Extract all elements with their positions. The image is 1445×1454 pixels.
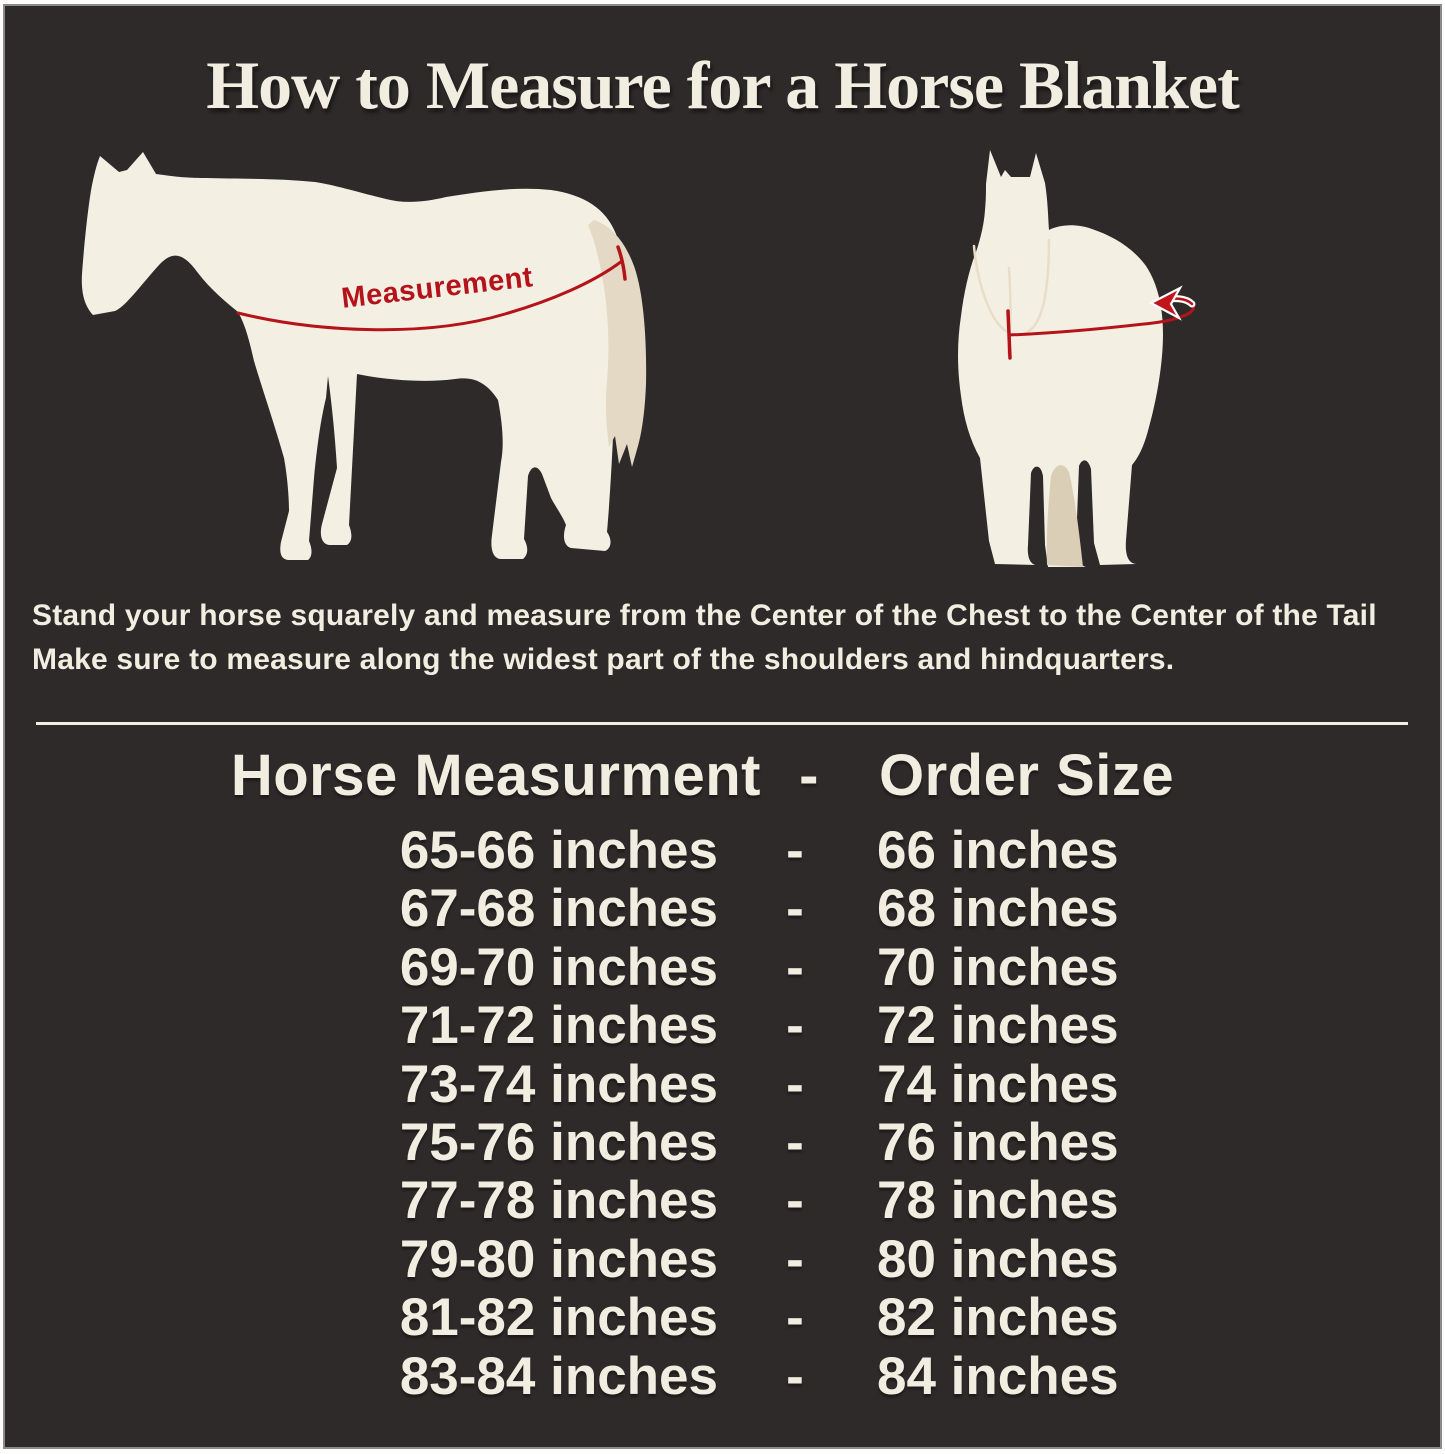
size-table-row: 69-70 inches - 70 inches: [5, 937, 1440, 997]
divider-line: [36, 722, 1408, 725]
page-title: How to Measure for a Horse Blanket: [206, 47, 1239, 123]
horse-tail: [588, 220, 647, 467]
row-measurement: 67-68 inches: [399, 879, 718, 939]
measurement-line: [236, 259, 624, 332]
header-order-col: Order Size: [879, 743, 1175, 808]
row-order-size: 74 inches: [877, 1054, 1119, 1114]
row-measurement: 69-70 inches: [399, 937, 718, 997]
size-table-row: 83-84 inches - 84 inches: [5, 1346, 1440, 1406]
row-separator: -: [786, 1112, 804, 1172]
size-table-row: 79-80 inches - 80 inches: [5, 1229, 1440, 1289]
row-order-size: 70 inches: [877, 937, 1119, 997]
header-separator: -: [799, 743, 819, 808]
front-horse-illustration: [958, 150, 1196, 567]
size-table-row: 73-74 inches - 74 inches: [5, 1054, 1440, 1114]
row-measurement: 81-82 inches: [399, 1288, 718, 1348]
size-table-row: 75-76 inches - 76 inches: [5, 1112, 1440, 1172]
hind-leg-shading: [1046, 465, 1083, 567]
row-separator: -: [786, 1229, 804, 1289]
measurement-tail-tick: [616, 245, 627, 281]
row-order-size: 80 inches: [877, 1229, 1119, 1289]
size-table: Horse Measurment - Order Size 65-66 inch…: [5, 741, 1440, 1405]
row-separator: -: [786, 1054, 804, 1114]
row-order-size: 84 inches: [877, 1346, 1119, 1406]
row-order-size: 78 inches: [877, 1171, 1119, 1231]
instructions-text: Stand your horse squarely and measure fr…: [32, 594, 1420, 682]
horse-body-front: [958, 150, 1163, 567]
horse-body: [81, 152, 620, 560]
row-order-size: 66 inches: [877, 821, 1119, 880]
row-order-size: 82 inches: [877, 1288, 1119, 1348]
row-measurement: 77-78 inches: [399, 1171, 718, 1231]
row-order-size: 68 inches: [877, 879, 1119, 939]
row-order-size: 72 inches: [877, 996, 1119, 1056]
row-measurement: 73-74 inches: [399, 1054, 718, 1114]
row-separator: -: [786, 1288, 804, 1348]
row-measurement: 83-84 inches: [399, 1346, 718, 1406]
row-separator: -: [786, 821, 804, 880]
size-rows: 65-66 inches - 66 inches 67-68 inches - …: [5, 821, 1440, 1406]
instructions-line-2: Make sure to measure along the widest pa…: [32, 643, 1175, 676]
instructions-line-1: Stand your horse squarely and measure fr…: [32, 599, 1377, 632]
size-table-row: 67-68 inches - 68 inches: [5, 879, 1440, 939]
size-table-header: Horse Measurment - Order Size: [5, 741, 1440, 811]
size-table-row: 77-78 inches - 78 inches: [5, 1171, 1440, 1231]
header-measurement-col: Horse Measurment: [230, 743, 761, 808]
row-separator: -: [786, 1346, 804, 1406]
girth-line: [1007, 302, 1196, 337]
row-order-size: 76 inches: [877, 1112, 1119, 1172]
dark-panel: How to Measure for a Horse Blanket Measu…: [5, 6, 1440, 1447]
girth-arrowhead-icon: [1148, 285, 1183, 321]
row-separator: -: [786, 937, 804, 997]
size-table-row: 65-66 inches - 66 inches: [5, 821, 1440, 880]
row-measurement: 65-66 inches: [399, 821, 718, 880]
row-separator: -: [786, 996, 804, 1056]
row-separator: -: [786, 1171, 804, 1231]
row-measurement: 71-72 inches: [399, 996, 718, 1056]
side-horse-illustration: [81, 152, 647, 560]
row-measurement: 79-80 inches: [399, 1229, 718, 1289]
size-table-row: 71-72 inches - 72 inches: [5, 996, 1440, 1056]
row-separator: -: [786, 879, 804, 939]
size-table-row: 81-82 inches - 82 inches: [5, 1288, 1440, 1348]
row-measurement: 75-76 inches: [399, 1112, 718, 1172]
